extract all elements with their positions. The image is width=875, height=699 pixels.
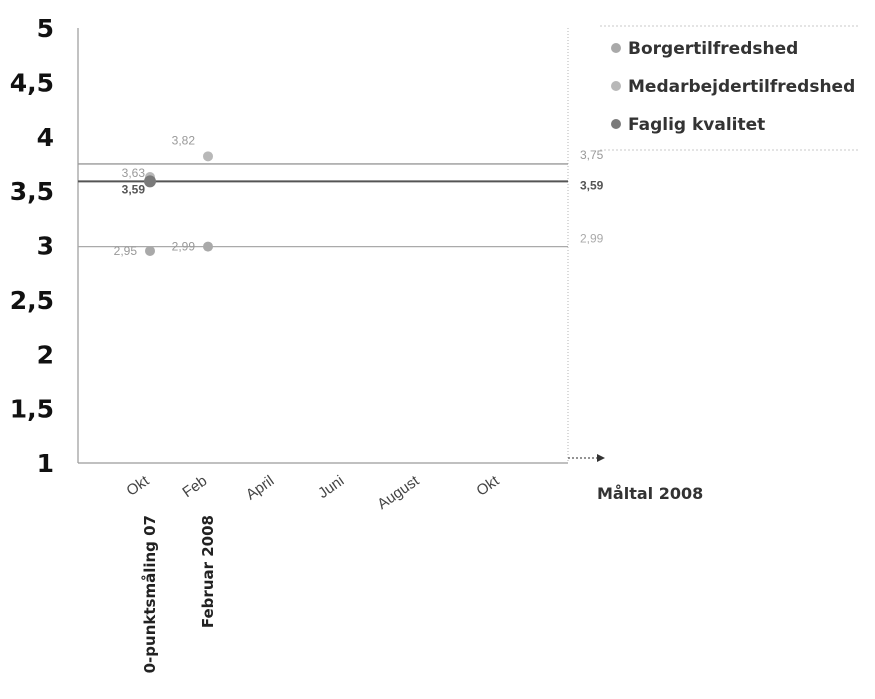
x-tick-label: Okt xyxy=(473,472,503,500)
data-label: 2,99 xyxy=(172,240,196,254)
data-point xyxy=(145,245,155,256)
x-period-label: 0-punktsmåling 07 xyxy=(141,515,159,673)
data-points: 2,95 2,99 3,63 3,82 3,59 xyxy=(114,133,213,258)
data-label: 3,59 xyxy=(122,182,146,196)
y-tick-label: 1 xyxy=(37,449,54,478)
legend-label: Borgertilfredshed xyxy=(628,39,798,59)
legend: Borgertilfredshed Medarbejdertilfredshed F… xyxy=(600,25,860,151)
target-value-label: 3,59 xyxy=(580,178,604,192)
x-tick-label: April xyxy=(243,472,277,503)
y-tick-label: 3 xyxy=(37,232,54,261)
target-value-label: 3,75 xyxy=(580,148,604,162)
y-tick-label: 5 xyxy=(37,14,54,43)
data-label: 3,63 xyxy=(122,166,146,180)
legend-marker xyxy=(611,43,621,53)
data-label: 2,95 xyxy=(114,244,138,258)
y-tick-label: 2 xyxy=(37,340,54,369)
y-axis: 5 4,5 4 3,5 3 2,5 2 1,5 1 xyxy=(10,14,54,478)
plot-frame xyxy=(77,28,569,464)
legend-label: Faglig kvalitet xyxy=(628,115,765,135)
target-lines: 3,75 3,59 2,99 xyxy=(78,148,604,248)
y-tick-label: 3,5 xyxy=(10,177,54,206)
data-label: 3,82 xyxy=(172,133,196,147)
target-title: Måltal 2008 xyxy=(597,484,703,503)
legend-marker xyxy=(611,81,621,91)
data-point xyxy=(144,175,156,188)
legend-marker xyxy=(611,119,621,129)
y-tick-label: 1,5 xyxy=(10,395,54,424)
x-tick-label: Okt xyxy=(123,472,153,500)
target-arrow-head xyxy=(597,454,605,462)
target-axis: Måltal 2008 xyxy=(568,454,703,503)
x-axis: Okt Feb April Juni August Okt 0-punktsmåling 0… xyxy=(123,472,503,674)
x-period-label: Februar 2008 xyxy=(199,515,217,628)
data-point xyxy=(203,151,213,162)
x-tick-label: August xyxy=(374,472,423,513)
data-point xyxy=(203,241,213,252)
y-tick-label: 2,5 xyxy=(10,286,54,315)
x-tick-label: Juni xyxy=(315,472,347,502)
x-tick-label: Feb xyxy=(179,472,210,501)
y-tick-label: 4,5 xyxy=(10,68,54,97)
target-value-label: 2,99 xyxy=(580,232,604,246)
y-tick-label: 4 xyxy=(37,123,54,152)
legend-label: Medarbejdertilfredshed xyxy=(628,77,855,97)
